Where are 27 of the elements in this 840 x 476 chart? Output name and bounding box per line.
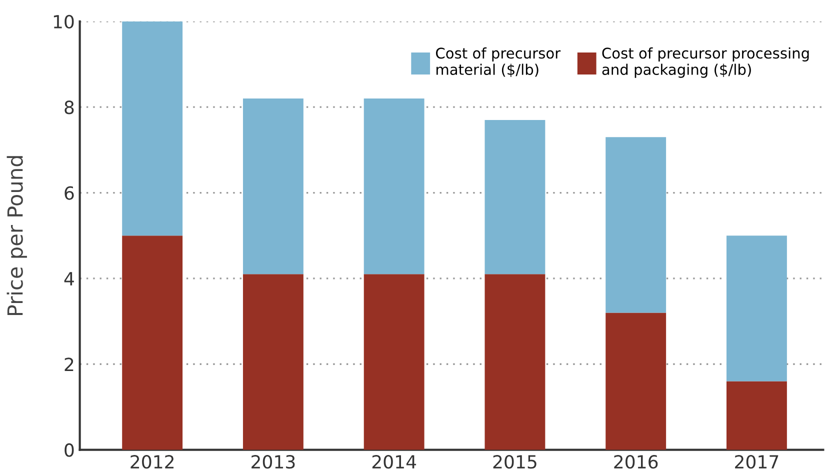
legend-label: Cost of precursor processing and packaging ($/lb) <box>602 47 809 78</box>
bar <box>484 274 546 450</box>
legend-label: Cost of precursor material ($/lb) <box>436 47 561 77</box>
bar <box>122 236 183 450</box>
bar <box>726 236 787 382</box>
bar <box>726 381 787 450</box>
x-tick-label: 2017 <box>735 455 778 469</box>
y-tick-label: 0 <box>64 443 74 457</box>
x-tick-label: 2013 <box>252 455 295 469</box>
y-axis-title: Price per Pound <box>6 156 27 316</box>
y-tick-label: 4 <box>64 272 74 286</box>
y-tick-label: 10 <box>54 14 74 29</box>
bar <box>242 274 304 450</box>
bar <box>364 274 424 450</box>
bar <box>364 98 424 274</box>
x-tick-label: 2016 <box>614 455 658 469</box>
bar <box>242 98 304 274</box>
bar <box>606 137 666 313</box>
y-tick-label: 8 <box>64 100 74 114</box>
x-tick-label: 2012 <box>130 455 174 469</box>
bar <box>484 120 546 274</box>
y-tick-label: 6 <box>64 186 74 200</box>
y-tick-label: 2 <box>64 358 74 371</box>
bar <box>122 21 183 236</box>
x-tick-label: 2015 <box>493 455 536 469</box>
x-tick-label: 2014 <box>372 455 416 469</box>
bar <box>606 312 666 450</box>
